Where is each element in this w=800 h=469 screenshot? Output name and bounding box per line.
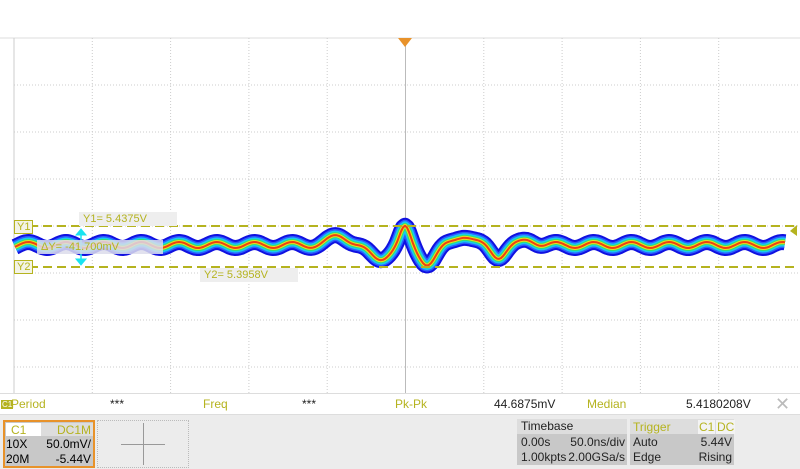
measurement-value: 44.6875mV <box>494 397 556 411</box>
measurement-label[interactable]: Period <box>11 397 46 411</box>
measurement-value: *** <box>110 397 125 411</box>
trigger-mode: Auto <box>633 435 658 449</box>
close-icon[interactable]: ✕ <box>775 394 791 414</box>
waveform-display[interactable] <box>0 0 800 415</box>
cursor-y2-value: Y2= 5.3958V <box>200 268 298 282</box>
trigger-position-marker[interactable] <box>398 38 412 47</box>
measurement-bar: C1 Period *** Freq *** Pk-Pk 44.6875mV M… <box>0 393 800 415</box>
timebase-scale: 50.0ns/div <box>570 435 625 449</box>
channel-scale: 50.0mV/ <box>46 437 91 451</box>
channel-name: C1 <box>6 423 41 437</box>
trigger-slope: Rising <box>698 450 732 464</box>
channel-probe: 10X <box>6 437 28 451</box>
timebase-title: Timebase <box>517 419 627 434</box>
trigger-panel[interactable]: Trigger C1 DC Auto 5.44V Edge Rising <box>630 419 736 465</box>
timebase-rate: 2.00GSa/s <box>568 450 625 464</box>
measurement-value: 5.4180208V <box>686 397 751 411</box>
timebase-panel[interactable]: Timebase 0.00s 50.0ns/div 1.00kpts 2.00G… <box>517 419 627 465</box>
measurement-channel-badge: C1 <box>1 400 14 409</box>
measurement-label[interactable]: Pk-Pk <box>395 397 428 411</box>
cursor-delta-value: ΔY= -41.700mV <box>37 240 163 254</box>
trigger-title: Trigger <box>633 420 671 434</box>
trigger-source: C1 <box>698 420 716 434</box>
measurement-value: *** <box>302 397 317 411</box>
trigger-level-marker[interactable] <box>790 225 797 236</box>
channel-bandwidth: 20M <box>6 452 30 466</box>
measurement-label[interactable]: Median <box>587 397 627 411</box>
channel-c1-panel[interactable]: C1 DC1M 10X 50.0mV/ 20M -5.44V <box>3 420 95 468</box>
cursor-y1-tag[interactable]: Y1 <box>14 220 34 234</box>
trigger-coupling: DC <box>716 420 736 434</box>
channel-offset: -5.44V <box>55 452 91 466</box>
timebase-delay: 0.00s <box>521 435 551 449</box>
trigger-level: 5.44V <box>700 435 732 449</box>
delta-arrow-icon <box>74 228 88 266</box>
measurement-label[interactable]: Freq <box>203 397 228 411</box>
channel-coupling: DC1M <box>41 423 93 437</box>
cursor-y2-tag[interactable]: Y2 <box>14 260 34 274</box>
timebase-points: 1.00kpts <box>521 450 567 464</box>
cursor-y1-value: Y1= 5.4375V <box>79 212 177 226</box>
add-channel-button[interactable] <box>97 420 189 468</box>
trigger-type: Edge <box>633 450 662 464</box>
